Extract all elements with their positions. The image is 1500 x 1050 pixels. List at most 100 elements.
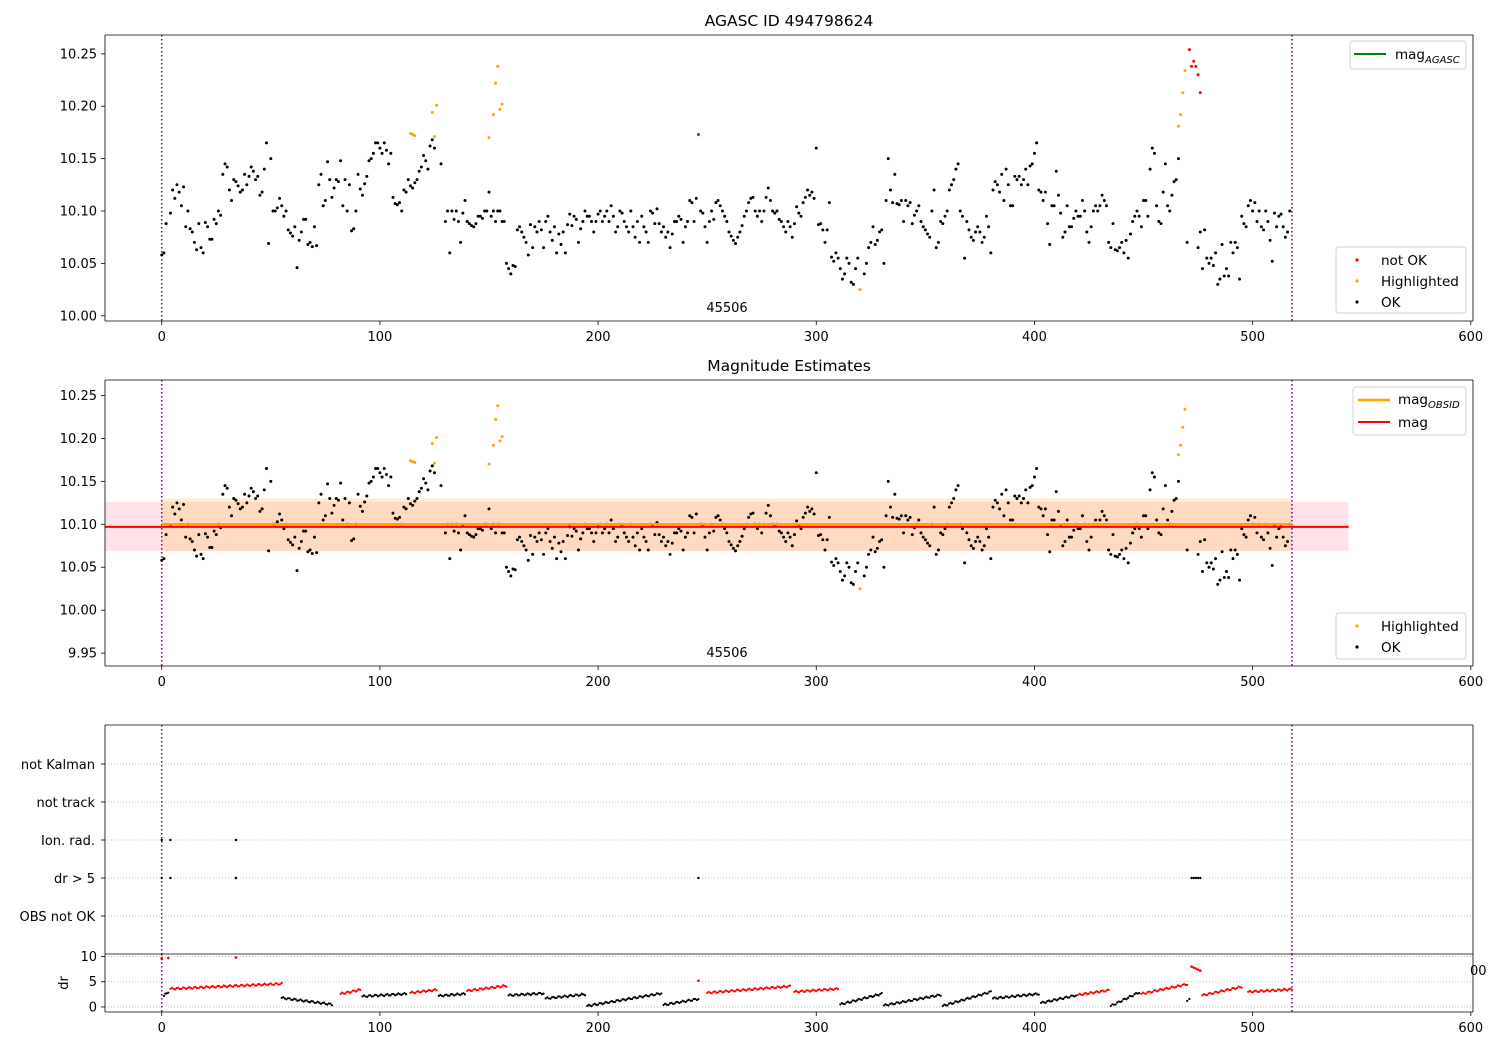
ok-point [452,217,456,221]
ok-point [1115,555,1119,559]
ok-point [971,238,975,242]
flag-point [160,876,163,880]
dr-not-ok-point [801,989,804,992]
ok-point [714,201,718,205]
ok-point [867,246,871,250]
ok-point [1148,488,1152,492]
dr-not-ok-point [1106,988,1109,991]
ok-point [941,533,945,537]
ok-point [243,172,247,176]
ok-point [345,209,349,213]
ok-point [653,533,657,537]
dr-ok-point [576,993,579,996]
dr-ok-point [893,1002,897,1006]
ok-point [609,204,613,208]
dr-ok-point [975,995,978,998]
ok-point [838,267,842,271]
ok-point [415,178,419,182]
ok-point [668,246,672,250]
ok-point [825,228,829,232]
ok-point [856,256,860,260]
ok-point [1155,518,1159,522]
ok-point [402,188,406,192]
ok-point [882,261,886,265]
dr-not-ok-point [266,984,269,987]
ok-point [607,219,611,223]
dr-ok-point [1052,998,1055,1001]
ok-point [727,230,731,234]
ok-point [779,219,783,223]
ok-point [1011,204,1015,208]
ok-point [474,533,478,537]
highlighted-point [491,443,495,447]
dr-ok-point [877,994,880,997]
not-ok-point [1196,73,1200,77]
dr-ok-point [957,1001,960,1004]
dr-not-ok-point [417,990,420,993]
x-tick-label: 100 [367,1021,392,1036]
ok-point [456,219,460,223]
ok-point [339,159,343,163]
ok-point [806,505,810,509]
ok-point [1050,518,1054,522]
ok-point [1122,557,1126,561]
ok-point [260,507,264,511]
dr-not-ok-point [1156,990,1159,993]
ok-point [1061,544,1065,548]
ok-point [304,529,308,533]
ok-point [415,497,419,501]
dr-not-ok-point [836,988,840,991]
dr-ok-point [922,997,925,1001]
ok-point [786,219,790,223]
ok-point [544,531,548,535]
dr-not-ok-point [727,990,731,994]
ok-point [371,475,375,479]
dr-not-ok-point [473,987,477,991]
ok-point [620,211,624,215]
ok-point [974,230,978,234]
ok-point [1235,552,1239,556]
ok-point [1030,162,1034,166]
ok-point [225,165,229,169]
ok-point [352,537,356,541]
ok-point [592,230,596,234]
ok-point [330,511,334,515]
ok-point [984,214,988,218]
dr-ok-point [539,991,542,995]
ok-point [886,479,890,483]
ok-point [725,219,729,223]
ok-point [1211,567,1215,571]
ok-point [934,552,938,556]
ok-point [533,535,537,539]
ok-point [230,514,234,518]
dr-ok-point [687,998,691,1001]
dr-not-ok-point [211,984,214,988]
dr-not-ok-point [200,985,203,988]
ok-point [662,225,666,229]
dr-ok-point [1070,994,1073,997]
ok-point [965,531,969,535]
ok-point [171,505,175,509]
ok-point [566,533,570,537]
ok-point [686,531,690,535]
dr-not-ok-point [1273,989,1276,992]
ok-point [701,211,705,215]
dr-not-ok-point [214,986,218,989]
dr-ok-point [879,992,882,996]
ok-point [834,251,838,255]
ok-point [812,196,816,200]
ok-point [306,243,310,247]
highlighted-point [413,134,417,138]
dr-not-ok-point [492,986,495,990]
ok-point [666,539,670,543]
ok-point [528,223,532,227]
dr-not-ok-point [804,990,807,993]
highlighted-point [430,442,434,446]
dr-not-ok-point [1148,990,1151,993]
ok-point [882,565,886,569]
ok-point [550,238,554,242]
ok-point [980,240,984,244]
dr-not-ok-point [1196,968,1200,971]
ok-point [1019,183,1023,187]
ok-point [459,240,463,244]
